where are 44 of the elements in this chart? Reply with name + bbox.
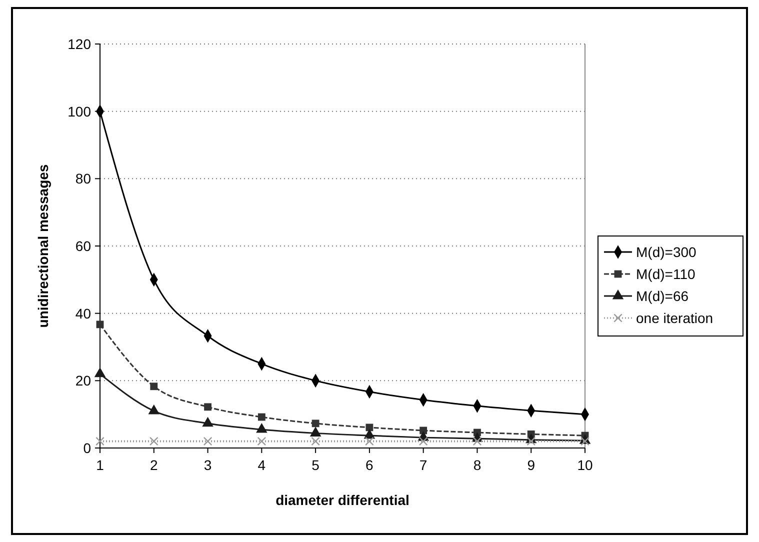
legend-label: M(d)=110 bbox=[636, 266, 696, 282]
legend-label: M(d)=66 bbox=[636, 288, 689, 304]
point bbox=[418, 436, 428, 446]
point bbox=[311, 436, 320, 446]
y-tick-label: 20 bbox=[75, 372, 92, 389]
x-axis-title: diameter differential bbox=[276, 492, 410, 508]
point bbox=[312, 420, 320, 428]
point bbox=[256, 422, 268, 433]
point bbox=[94, 367, 106, 378]
x-tick-label: 8 bbox=[473, 457, 482, 473]
x-tick-label: 9 bbox=[527, 457, 536, 473]
legend-label: one iteration bbox=[636, 310, 714, 326]
y-tick-label: 60 bbox=[75, 238, 92, 254]
point bbox=[366, 424, 374, 432]
point bbox=[96, 320, 104, 328]
x-tick-label: 5 bbox=[312, 457, 320, 473]
x-tick-label: 3 bbox=[204, 457, 212, 473]
point bbox=[204, 403, 212, 411]
point bbox=[150, 382, 158, 390]
x-tick-label: 10 bbox=[577, 457, 593, 473]
x-tick-label: 7 bbox=[419, 457, 428, 473]
y-tick-label: 40 bbox=[75, 305, 92, 322]
x-tick-label: 4 bbox=[258, 457, 266, 473]
y-axis-title: unidirectional messages bbox=[35, 164, 51, 328]
x-tick-label: 2 bbox=[150, 457, 158, 473]
point bbox=[149, 436, 158, 446]
x-tick-label: 1 bbox=[96, 457, 104, 473]
point bbox=[580, 436, 590, 446]
point bbox=[310, 426, 322, 436]
point bbox=[257, 436, 266, 446]
point bbox=[472, 436, 482, 446]
point bbox=[203, 436, 212, 446]
point bbox=[96, 436, 104, 446]
x-tick-label: 6 bbox=[366, 457, 374, 473]
legend-label: M(d)=300 bbox=[636, 244, 697, 260]
y-tick-label: 80 bbox=[75, 170, 92, 187]
y-tick-label: 0 bbox=[83, 440, 92, 456]
point bbox=[202, 416, 214, 427]
y-tick-label: 100 bbox=[68, 103, 92, 120]
y-tick-label: 120 bbox=[68, 36, 92, 52]
point bbox=[526, 436, 536, 446]
point bbox=[365, 436, 374, 446]
point bbox=[148, 404, 160, 414]
point bbox=[258, 413, 266, 421]
